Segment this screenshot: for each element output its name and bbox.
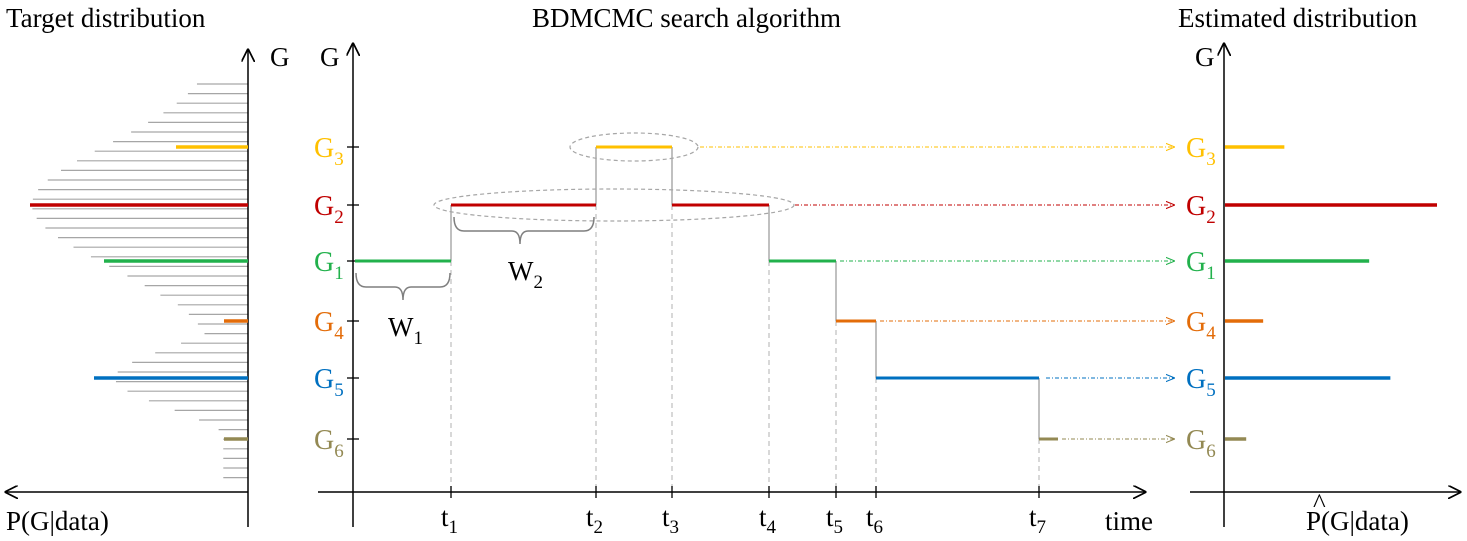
left-axis-g-label: G [270,42,290,72]
right-label-g2: G2 [1186,191,1216,228]
center-label-g1: G1 [314,247,344,284]
right-x-axis-label: P(G|data) [1306,506,1409,536]
tick-t6: t6 [866,502,883,538]
title-estimated-distribution: Estimated distribution [1178,3,1418,33]
tick-t2: t2 [586,502,603,538]
y-ticks [347,146,359,440]
target-distribution-bars [32,83,248,479]
transitions [450,147,1040,439]
tick-t3: t3 [662,502,679,538]
left-x-axis-label: P(G|data) [6,506,109,536]
estimated-distribution-panel: G P(G|data) ^ G3 G2 G1 G4 G5 G6 [1186,42,1460,536]
center-label-g6: G6 [314,425,344,462]
tick-t1: t1 [441,502,458,538]
tick-t5: t5 [826,502,843,538]
time-axis-label: time [1105,506,1153,536]
tick-t7: t7 [1029,502,1046,538]
label-w1: W1 [388,312,423,349]
right-label-g5: G5 [1186,364,1216,401]
right-x-axis-hat: ^ [1313,488,1326,518]
ellipse-g2 [433,188,795,222]
tick-t4: t4 [759,502,777,538]
center-label-g2: G2 [314,191,344,228]
right-axis-g-label: G [1195,42,1215,72]
right-label-g3: G3 [1186,133,1216,170]
right-label-g4: G4 [1186,307,1216,344]
right-label-g6: G6 [1186,425,1216,462]
title-target-distribution: Target distribution [6,3,206,33]
target-distribution-panel: G P(G|data) [6,42,290,536]
time-ticks [450,486,1040,498]
center-label-g4: G4 [314,307,344,344]
brace-w1 [355,272,451,301]
label-w2: W2 [508,256,543,293]
right-label-g1: G1 [1186,247,1216,284]
time-tick-labels: t1 t2 t3 t4 t5 t6 t7 [441,502,1046,538]
title-bdmcmc-search: BDMCMC search algorithm [532,3,841,33]
search-panel: G time G3 G2 G1 G4 G5 G6 [314,42,1174,538]
center-axis-g-label: G [320,42,340,72]
ellipse-g3 [569,132,699,162]
right-g-labels: G3 G2 G1 G4 G5 G6 [1186,133,1216,462]
center-label-g5: G5 [314,364,344,401]
time-guides [450,205,1040,492]
center-g-labels: G3 G2 G1 G4 G5 G6 [314,133,344,462]
center-label-g3: G3 [314,133,344,170]
brace-w2 [453,216,595,245]
